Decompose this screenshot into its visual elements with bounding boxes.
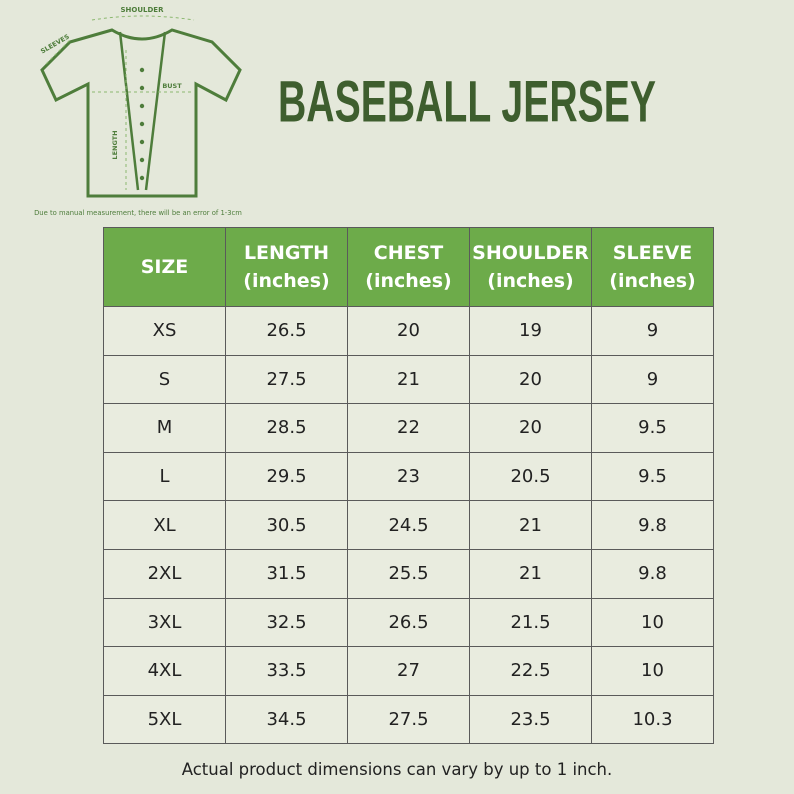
header-row: SIZE LENGTH (inches) CHEST (inches) SHOULDER (…: [103, 227, 714, 307]
size-cell: 2XL: [103, 548, 226, 599]
column-header: CHEST (inches): [347, 227, 470, 307]
size-cell: L: [103, 451, 226, 502]
measure-cell: 24.5: [347, 500, 470, 550]
size-cell: XS: [103, 306, 226, 356]
column-unit: (inches): [365, 270, 452, 292]
column-name: SHOULDER: [472, 242, 589, 264]
measure-cell: 29.5: [225, 451, 348, 502]
measure-cell: 9: [591, 306, 714, 356]
size-cell: S: [103, 354, 226, 405]
table-row: S 27.5 21 20 9: [103, 354, 714, 405]
column-header: SLEEVE (inches): [591, 227, 714, 307]
measure-cell: 9.8: [591, 548, 714, 599]
table-row: 5XL 34.5 27.5 23.5 10.3: [103, 694, 714, 745]
column-unit: (inches): [487, 270, 574, 292]
measure-cell: 27.5: [347, 694, 470, 745]
measure-cell: 26.5: [347, 597, 470, 648]
measure-cell: 32.5: [225, 597, 348, 648]
table-row: 4XL 33.5 27 22.5 10: [103, 646, 714, 696]
column-name: SLEEVE: [612, 242, 693, 264]
measure-cell: 23.5: [469, 694, 592, 745]
size-cell: 3XL: [103, 597, 226, 648]
title: BASEBALL JERSEY: [278, 69, 656, 134]
size-cell: 5XL: [103, 694, 226, 745]
column-header: LENGTH (inches): [225, 227, 348, 307]
measure-lines: [45, 15, 195, 190]
measure-cell: 25.5: [347, 548, 470, 599]
table-row: M 28.5 22 20 9.5: [103, 403, 714, 453]
measure-cell: 22: [347, 403, 470, 453]
column-unit: (inches): [243, 270, 330, 292]
diagram-note: Due to manual measurement, there will be…: [34, 209, 242, 217]
measure-cell: 10.3: [591, 694, 714, 745]
measure-cell: 20: [469, 403, 592, 453]
length-label: LENGTH: [111, 130, 119, 159]
header-graphics: SHOULDER SLEEVES BUST LENGTH Due to manu…: [34, 6, 656, 217]
measure-cell: 19: [469, 306, 592, 356]
column-name: SIZE: [140, 256, 189, 278]
measure-cell: 9.5: [591, 403, 714, 453]
measure-cell: 20.5: [469, 451, 592, 502]
size-cell: 4XL: [103, 646, 226, 696]
measure-cell: 21: [469, 548, 592, 599]
table-row: 2XL 31.5 25.5 21 9.8: [103, 548, 714, 599]
measure-cell: 28.5: [225, 403, 348, 453]
measure-cell: 23: [347, 451, 470, 502]
measure-cell: 20: [347, 306, 470, 356]
measure-cell: 22.5: [469, 646, 592, 696]
measure-cell: 21: [469, 500, 592, 550]
size-cell: XL: [103, 500, 226, 550]
measure-cell: 31.5: [225, 548, 348, 599]
measure-cell: 9.5: [591, 451, 714, 502]
measure-cell: 20: [469, 354, 592, 405]
size-table: SIZE LENGTH (inches) CHEST (inches) SHOULDER (…: [103, 227, 714, 745]
measure-cell: 9.8: [591, 500, 714, 550]
table-row: 3XL 32.5 26.5 21.5 10: [103, 597, 714, 648]
measure-cell: 21.5: [469, 597, 592, 648]
table-row: L 29.5 23 20.5 9.5: [103, 451, 714, 502]
footer-note: Actual product dimensions can vary by up…: [181, 760, 613, 779]
buttons: [139, 67, 145, 181]
measure-cell: 10: [591, 597, 714, 648]
measure-cell: 34.5: [225, 694, 348, 745]
column-name: CHEST: [373, 242, 444, 264]
bust-label: BUST: [162, 82, 182, 90]
size-cell: M: [103, 403, 226, 453]
column-name: LENGTH: [243, 242, 330, 264]
measure-cell: 27.5: [225, 354, 348, 405]
measure-cell: 9: [591, 354, 714, 405]
measure-cell: 21: [347, 354, 470, 405]
column-header: SHOULDER (inches): [469, 227, 592, 307]
measure-cell: 30.5: [225, 500, 348, 550]
jersey-diagram: [40, 28, 242, 198]
shoulder-label: SHOULDER: [121, 6, 165, 14]
measure-cell: 26.5: [225, 306, 348, 356]
table-row: XL 30.5 24.5 21 9.8: [103, 500, 714, 550]
measure-cell: 10: [591, 646, 714, 696]
table-body: XS 26.5 20 19 9 S 27.5 21 20 9 M 28.5 22 20 9.5 L 29.5 23…: [103, 306, 714, 745]
column-unit: (inches): [609, 270, 696, 292]
column-header: SIZE: [103, 227, 226, 307]
measure-cell: 27: [347, 646, 470, 696]
measure-cell: 33.5: [225, 646, 348, 696]
table-row: XS 26.5 20 19 9: [103, 306, 714, 356]
